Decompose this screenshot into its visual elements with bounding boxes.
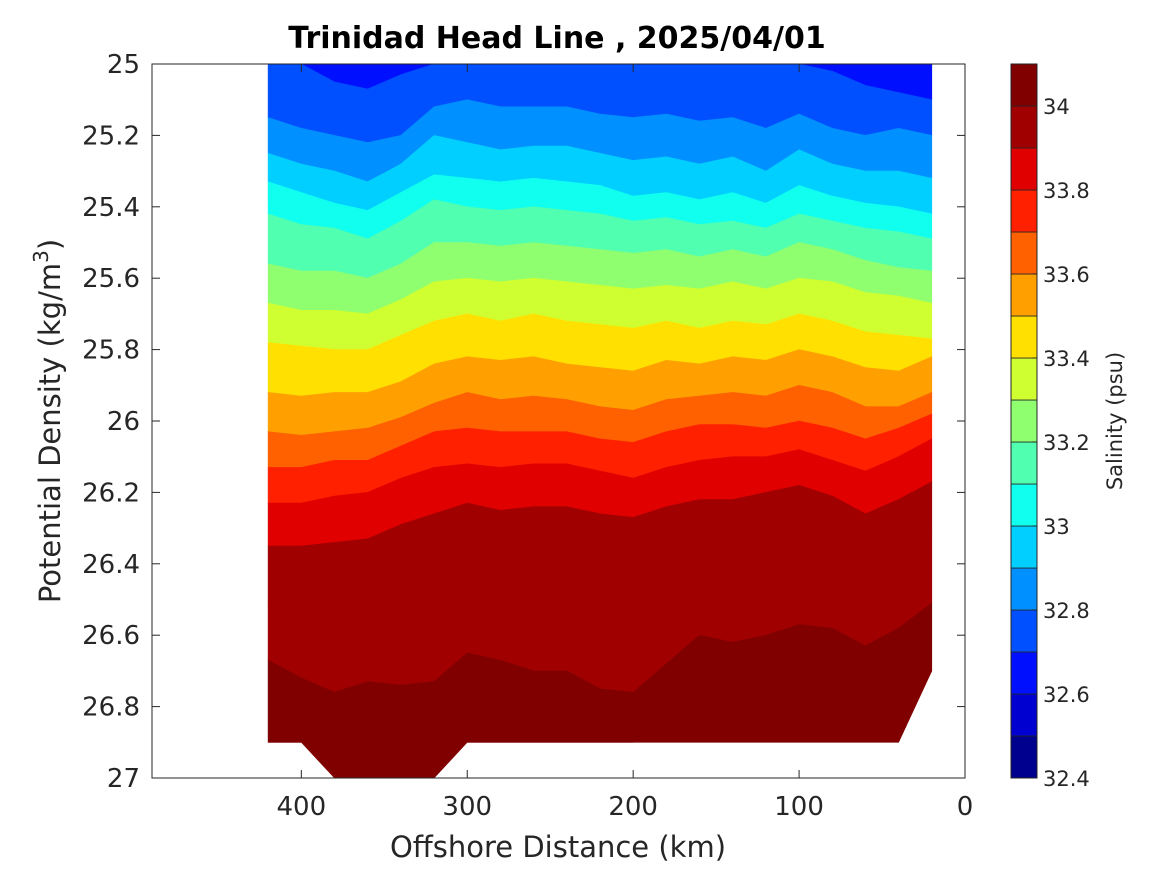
colorbar-swatch: [1010, 651, 1038, 695]
x-tick-label: 200: [608, 792, 658, 822]
colorbar-swatch: [1010, 357, 1038, 401]
y-tick-label: 26.2: [82, 478, 140, 508]
y-tick-label: 25: [107, 50, 140, 80]
y-tick-label: 26.8: [82, 693, 140, 723]
colorbar-tick-label: 32.4: [1043, 767, 1090, 791]
x-tick-label: 0: [957, 792, 974, 822]
colorbar-swatch: [1010, 315, 1038, 359]
y-tick-label: 25.2: [82, 121, 140, 151]
contour-band-16: [268, 670, 933, 779]
colorbar-swatch: [1010, 63, 1038, 107]
colorbar-frame: [1010, 63, 1038, 779]
colorbar-tick-label: 33.6: [1043, 263, 1090, 287]
colorbar-label: Salinity (psu): [1103, 352, 1127, 490]
x-tick-label: 400: [277, 792, 327, 822]
x-tick-label: 100: [774, 792, 824, 822]
y-tick-label: 26: [107, 407, 140, 437]
y-tick-label: 26.4: [82, 550, 140, 580]
colorbar-tick-label: 33.8: [1043, 179, 1090, 203]
colorbar-tick-label: 33.4: [1043, 347, 1090, 371]
colorbar-swatch: [1010, 399, 1038, 443]
y-tick-label: 25.4: [82, 193, 140, 223]
colorbar-swatch: [1010, 609, 1038, 653]
colorbar-swatch: [1010, 693, 1038, 737]
colorbar-tick-label: 32.8: [1043, 599, 1090, 623]
colorbar-swatch: [1010, 735, 1038, 779]
y-tick-label: 26.6: [82, 621, 140, 651]
chart-title: Trinidad Head Line , 2025/04/01: [288, 21, 825, 56]
colorbar-swatch: [1010, 525, 1038, 569]
colorbar-tick-label: 33.2: [1043, 431, 1090, 455]
y-tick-label: 25.8: [82, 336, 140, 366]
colorbar-tick-label: 32.6: [1043, 683, 1090, 707]
colorbar-swatch: [1010, 147, 1038, 191]
colorbar: 32.4 32.6 32.8 33 33.2 33.4 33.6 33.8 34: [1010, 63, 1090, 791]
y-tick-label: 27: [107, 764, 140, 794]
x-axis: 400 300 200 100 0: [277, 64, 974, 822]
y-axis-label: Potential Density (kg/m3): [29, 239, 67, 603]
x-tick-label: 300: [442, 792, 492, 822]
x-axis-label: Offshore Distance (km): [390, 830, 726, 864]
contour-fill-layer: [267, 63, 933, 779]
y-axis: 25 25.2 25.4 25.6 25.8 26 26.2 26.4 26.6 26.8 27: [82, 50, 965, 794]
colorbar-swatch: [1010, 105, 1038, 149]
y-tick-label: 25.6: [82, 264, 140, 294]
colorbar-tick-label: 34: [1043, 95, 1070, 119]
colorbar-swatch: [1010, 273, 1038, 317]
colorbar-tick-label: 33: [1043, 515, 1070, 539]
colorbar-swatch: [1010, 231, 1038, 275]
colorbar-swatch: [1010, 483, 1038, 527]
colorbar-swatch: [1010, 567, 1038, 611]
colorbar-swatch: [1010, 441, 1038, 485]
colorbar-swatch: [1010, 189, 1038, 233]
